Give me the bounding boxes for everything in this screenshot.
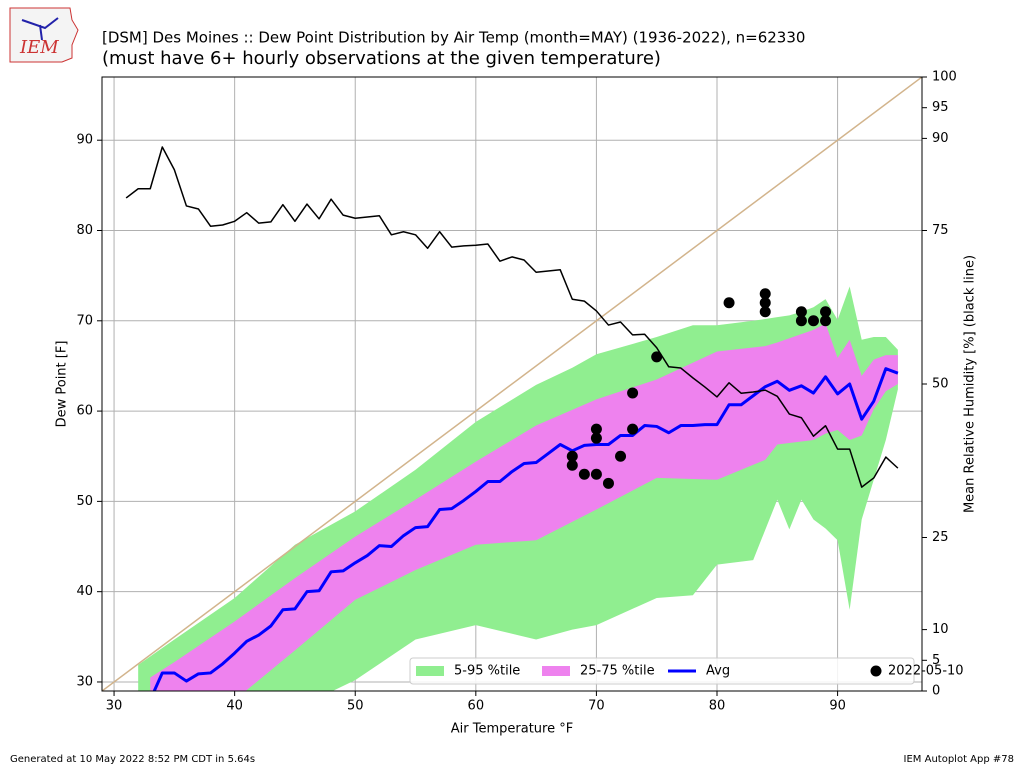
- scatter-point: [759, 297, 771, 309]
- legend: 5-95 %tile 25-75 %tile Avg 2022-05-10: [409, 657, 964, 685]
- y-tick-label: 50: [76, 494, 93, 509]
- logo: IEM: [9, 7, 79, 63]
- scatter-point: [820, 315, 832, 327]
- scatter-point: [807, 315, 819, 327]
- y2-tick-label: 90: [932, 131, 949, 146]
- y2-tick-label: 100: [932, 70, 957, 85]
- y-tick-label: 90: [76, 133, 93, 148]
- logo-mark: [21, 17, 59, 41]
- scatter-point: [578, 468, 590, 480]
- y2-tick-label: 5: [932, 653, 940, 668]
- legend-swatch: [870, 665, 882, 677]
- y-axis-label: Dew Point [F]: [55, 341, 70, 428]
- logo-text: IEM: [19, 37, 59, 58]
- axes: 30 40 50 60 70 80 90 30 40 50 60 70 80 90 0 5 10 25 50 75 90…: [76, 70, 956, 714]
- y-tick-label: 70: [76, 313, 93, 328]
- y2-tick-label: 50: [932, 377, 949, 392]
- scatter-point: [590, 423, 602, 435]
- plot-area: [102, 77, 922, 691]
- scatter-point: [820, 306, 832, 318]
- legend-label: 25-75 %tile: [580, 664, 655, 679]
- scatter-point: [590, 432, 602, 444]
- scatter-point: [615, 450, 627, 462]
- band: [150, 323, 898, 691]
- x-tick-label: 30: [106, 699, 123, 714]
- y-tick-label: 30: [76, 674, 93, 689]
- legend-label: 2022-05-10: [888, 664, 964, 679]
- scatter-point: [651, 351, 663, 363]
- y2-tick-label: 95: [932, 100, 949, 115]
- scatter-point: [759, 306, 771, 318]
- x-tick-label: 70: [588, 699, 605, 714]
- y-tick-label: 80: [76, 223, 93, 238]
- chart-subtitle: (must have 6+ hourly observations at the…: [102, 48, 661, 69]
- x-tick-label: 60: [468, 699, 485, 714]
- y2-axis-label: Mean Relative Humidity [%] (black line): [963, 255, 978, 513]
- legend-box: [409, 657, 915, 685]
- line: [152, 367, 899, 691]
- x-tick-label: 50: [347, 699, 364, 714]
- legend-label: 5-95 %tile: [454, 664, 520, 679]
- scatter-point: [627, 423, 639, 435]
- line: [125, 146, 899, 488]
- x-tick-label: 90: [829, 699, 846, 714]
- x-axis-label: Air Temperature °F: [451, 722, 573, 737]
- y2-tick-label: 10: [932, 622, 949, 637]
- footer-right: IEM Autoplot App #78: [904, 754, 1014, 765]
- legend-swatch: [542, 666, 570, 676]
- y2-tick-label: 25: [932, 530, 949, 545]
- scatter-point: [759, 288, 771, 300]
- scatter-point: [566, 450, 578, 462]
- y2-tick-label: 0: [932, 684, 940, 699]
- y2-tick-label: 75: [932, 223, 949, 238]
- y-tick-label: 60: [76, 404, 93, 419]
- chart-title: [DSM] Des Moines :: Dew Point Distributi…: [102, 29, 805, 47]
- legend-swatch: [416, 666, 444, 676]
- scatter-point: [590, 468, 602, 480]
- scatter-point: [627, 387, 639, 399]
- x-tick-label: 40: [226, 699, 243, 714]
- line: [102, 77, 922, 691]
- legend-label: Avg: [706, 664, 730, 679]
- footer-left: Generated at 10 May 2022 8:52 PM CDT in …: [10, 754, 255, 765]
- scatter-point: [795, 306, 807, 318]
- scatter-point: [602, 477, 614, 489]
- scatter-point: [566, 459, 578, 471]
- scatter-point: [723, 297, 735, 309]
- y-tick-label: 40: [76, 584, 93, 599]
- x-tick-label: 80: [709, 699, 726, 714]
- scatter-point: [795, 315, 807, 327]
